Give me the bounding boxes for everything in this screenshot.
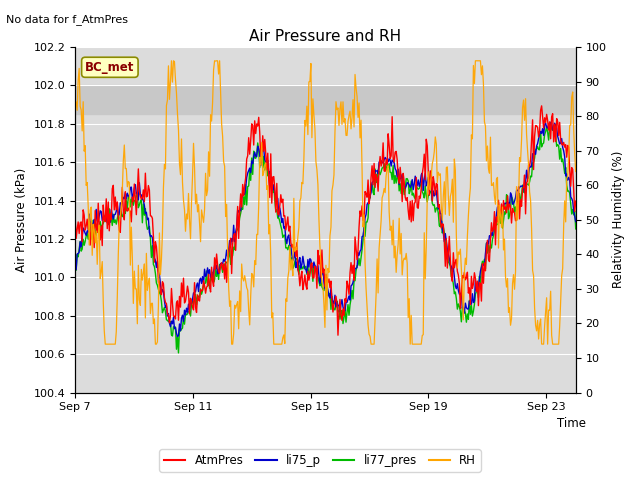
Text: No data for f_AtmPres: No data for f_AtmPres [6, 14, 129, 25]
Y-axis label: Relativity Humidity (%): Relativity Humidity (%) [612, 151, 625, 288]
Bar [75, 85, 576, 114]
Legend: AtmPres, li75_p, li77_pres, RH: AtmPres, li75_p, li77_pres, RH [159, 449, 481, 472]
Text: BC_met: BC_met [85, 61, 134, 74]
X-axis label: Time: Time [557, 417, 586, 430]
Title: Air Pressure and RH: Air Pressure and RH [250, 29, 401, 44]
Y-axis label: Air Pressure (kPa): Air Pressure (kPa) [15, 168, 28, 272]
